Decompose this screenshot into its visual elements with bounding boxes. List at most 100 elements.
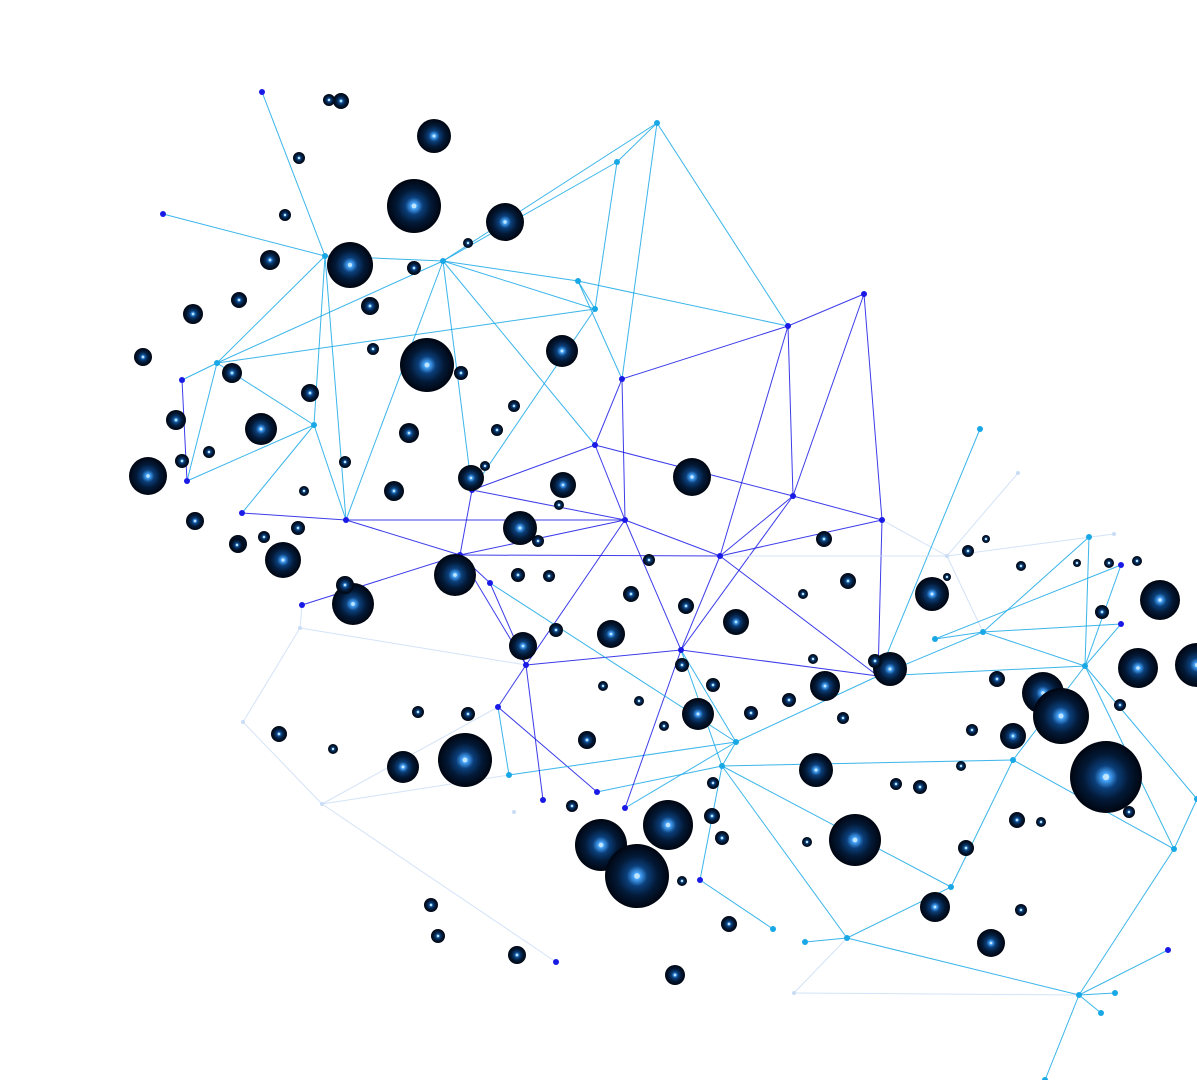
glowing-sphere xyxy=(323,94,335,106)
network-edge xyxy=(471,308,596,491)
glowing-sphere xyxy=(367,343,379,355)
network-node xyxy=(241,720,245,724)
glowing-sphere xyxy=(816,531,832,547)
glowing-sphere xyxy=(598,681,608,691)
network-edge xyxy=(345,260,444,521)
network-edge xyxy=(261,91,326,257)
glowing-sphere xyxy=(265,542,301,578)
glowing-sphere xyxy=(260,250,280,270)
glowing-sphere xyxy=(328,744,338,754)
glowing-sphere xyxy=(230,538,244,552)
network-node xyxy=(932,636,938,642)
glowing-sphere xyxy=(431,929,445,943)
glowing-sphere xyxy=(333,93,349,109)
glowing-sphere xyxy=(271,726,287,742)
glowing-sphere xyxy=(982,535,990,543)
network-edge xyxy=(577,280,596,310)
glowing-sphere xyxy=(245,413,277,445)
network-edge xyxy=(508,741,737,776)
network-edge xyxy=(1084,665,1197,800)
network-node xyxy=(980,629,986,635)
network-node xyxy=(239,510,245,516)
network-edge xyxy=(242,721,323,805)
glowing-sphere xyxy=(798,589,808,599)
network-edge xyxy=(804,937,848,943)
network-node xyxy=(719,763,725,769)
network-node xyxy=(792,991,796,995)
glowing-sphere xyxy=(1123,806,1135,818)
glowing-sphere xyxy=(387,751,419,783)
network-node xyxy=(1042,1077,1048,1080)
network-node xyxy=(1086,534,1092,540)
glowing-sphere xyxy=(399,423,419,443)
glowing-sphere xyxy=(673,458,711,496)
glowing-sphere xyxy=(134,348,152,366)
network-node xyxy=(487,580,493,586)
network-node xyxy=(790,493,796,499)
network-node xyxy=(844,935,850,941)
network-edge xyxy=(982,631,1086,667)
network-edge xyxy=(216,308,596,364)
network-edge xyxy=(442,260,596,446)
network-edge xyxy=(934,564,1122,640)
network-node xyxy=(1076,992,1082,998)
network-node xyxy=(770,926,776,932)
glowing-sphere xyxy=(643,554,655,566)
glowing-sphere xyxy=(291,521,305,535)
network-edge xyxy=(471,489,626,521)
glowing-sphere xyxy=(1070,741,1142,813)
glowing-sphere xyxy=(129,457,167,495)
network-edge xyxy=(242,627,301,723)
network-node xyxy=(1112,990,1118,996)
glowing-sphere xyxy=(508,400,520,412)
glowing-sphere xyxy=(407,261,421,275)
network-nodes xyxy=(160,89,1197,1080)
network-node xyxy=(594,789,600,795)
network-edge xyxy=(181,362,218,381)
glowing-sphere xyxy=(1000,723,1026,749)
network-node xyxy=(311,422,317,428)
network-edge xyxy=(787,325,794,497)
glowing-sphere xyxy=(203,446,215,458)
glowing-sphere xyxy=(1016,561,1026,571)
glowing-sphere xyxy=(293,152,305,164)
glowing-sphere xyxy=(424,898,438,912)
network-edge xyxy=(719,555,879,677)
network-edge xyxy=(934,631,984,640)
glowing-sphere xyxy=(222,363,242,383)
network-node xyxy=(512,810,516,814)
glowing-sphere xyxy=(458,465,484,491)
network-node xyxy=(614,159,620,165)
network-edge xyxy=(313,424,347,521)
network-node xyxy=(945,554,949,558)
network-edge xyxy=(1044,994,1080,1080)
network-node xyxy=(506,772,512,778)
glowing-sphere xyxy=(578,731,596,749)
network-edge xyxy=(877,519,883,677)
network-node xyxy=(259,89,265,95)
network-edge xyxy=(324,255,347,521)
network-edge xyxy=(624,649,682,809)
network-edge xyxy=(497,706,598,793)
glowing-sphere xyxy=(706,678,720,692)
network-edge xyxy=(525,649,682,666)
glowing-sphere xyxy=(503,511,537,545)
network-node xyxy=(717,553,723,559)
network-edge xyxy=(241,424,315,514)
network-edge xyxy=(1173,798,1197,850)
network-edge xyxy=(950,759,1014,888)
glowing-sphere xyxy=(723,609,749,635)
network-edge xyxy=(719,495,794,557)
glowing-sphere xyxy=(438,733,492,787)
glowing-sphere xyxy=(597,620,625,648)
network-node xyxy=(553,959,559,965)
network-edge xyxy=(442,260,579,282)
glowing-sphere xyxy=(605,844,669,908)
network-node xyxy=(1016,471,1020,475)
network-node xyxy=(523,662,529,668)
glowing-sphere xyxy=(1015,904,1027,916)
glowing-sphere xyxy=(682,698,714,730)
glowing-sphere xyxy=(412,706,424,718)
glowing-sphere xyxy=(532,535,544,547)
network-node xyxy=(785,323,791,329)
